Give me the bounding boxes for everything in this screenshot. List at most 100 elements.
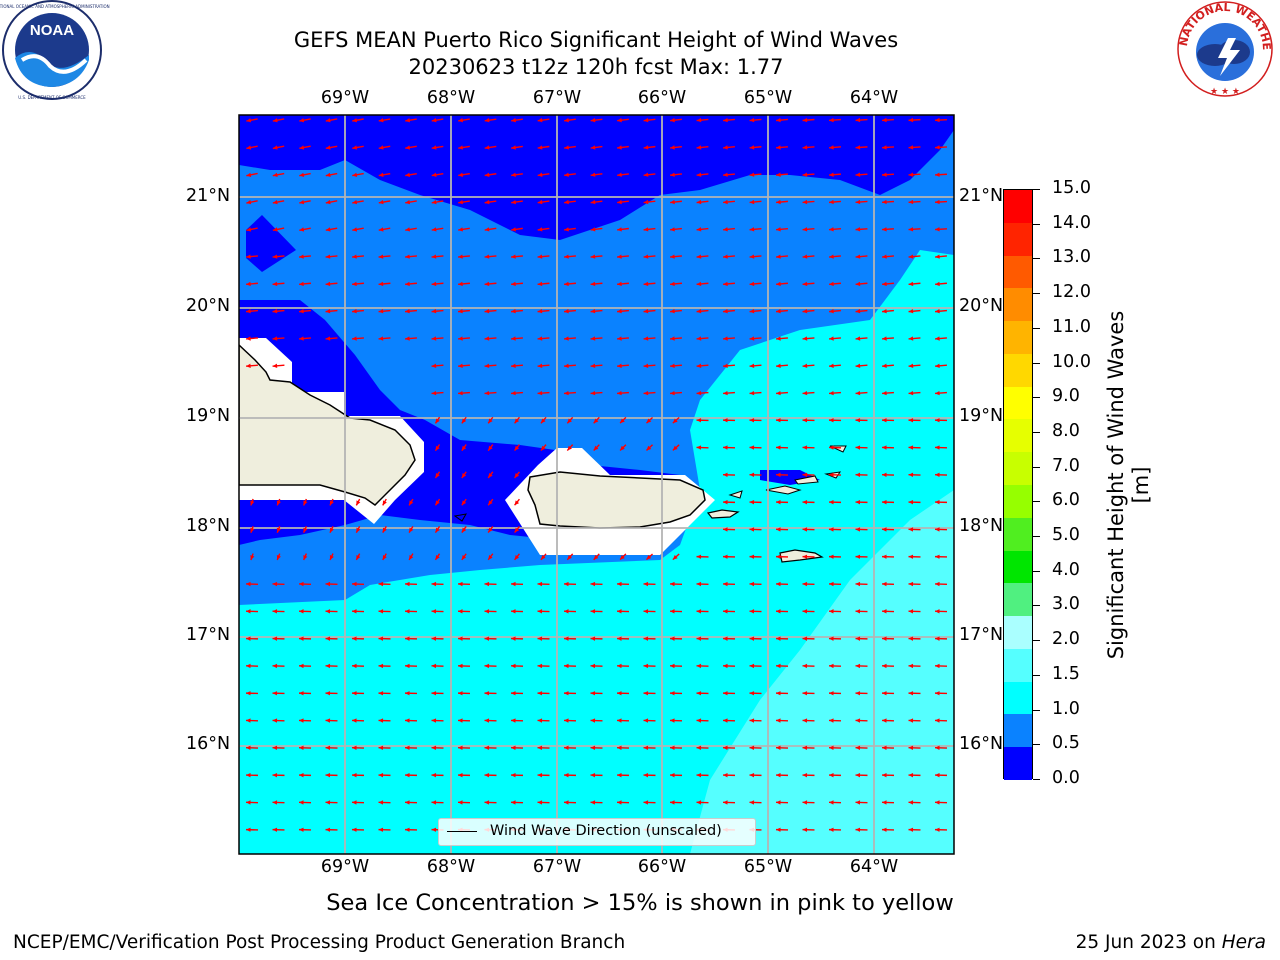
wave-direction-arrow <box>484 227 497 232</box>
wave-direction-arrow <box>434 498 441 506</box>
wave-direction-arrow <box>934 117 948 123</box>
wave-direction-arrow <box>723 199 735 205</box>
wave-direction-arrow <box>619 553 627 561</box>
wave-direction-arrow <box>431 199 444 205</box>
colorbar-tick-label: 10.0 <box>1052 351 1091 372</box>
wave-direction-arrow <box>881 581 895 587</box>
wave-direction-arrow <box>802 145 815 150</box>
wave-direction-arrow <box>590 691 603 696</box>
wave-direction-arrow <box>378 609 391 614</box>
wave-direction-arrow <box>749 390 762 396</box>
wave-direction-arrow <box>250 526 255 533</box>
wave-direction-arrow <box>643 227 656 232</box>
wave-direction-arrow <box>619 416 627 424</box>
wave-direction-arrow <box>829 309 841 314</box>
colorbar-tick-label: 8.0 <box>1052 420 1080 441</box>
wave-direction-arrow <box>382 498 387 506</box>
wave-direction-arrow <box>272 636 285 641</box>
wave-direction-arrow <box>404 609 418 614</box>
wave-direction-arrow <box>272 609 285 614</box>
wave-direction-arrow <box>590 745 603 751</box>
colorbar-tick-mark <box>1033 674 1040 676</box>
wave-direction-arrow <box>749 199 762 205</box>
wave-direction-arrow <box>616 636 630 641</box>
wave-direction-arrow <box>643 800 656 805</box>
wave-direction-arrow <box>378 336 391 341</box>
wave-direction-arrow <box>245 636 259 641</box>
wave-direction-arrow <box>484 718 497 723</box>
wave-direction-arrow <box>722 445 736 450</box>
wave-direction-arrow <box>511 309 523 314</box>
wave-direction-arrow <box>775 772 789 778</box>
wave-direction-arrow <box>405 254 417 259</box>
wave-direction-arrow <box>908 554 921 559</box>
colorbar-tick-mark <box>1033 189 1040 190</box>
lon-label-top-66: 66°W <box>637 88 687 108</box>
wave-direction-arrow <box>298 636 312 641</box>
wave-direction-arrow <box>457 663 471 669</box>
wave-direction-arrow <box>537 118 550 123</box>
lat-label-left-18: 18°N <box>186 516 231 536</box>
wave-direction-arrow <box>802 363 815 368</box>
wave-direction-arrow <box>908 281 921 287</box>
wave-direction-arrow <box>514 471 520 479</box>
wave-direction-arrow <box>881 554 895 559</box>
wave-direction-arrow <box>723 172 735 177</box>
wave-direction-arrow <box>404 636 418 641</box>
wave-direction-arrow <box>431 390 444 396</box>
wave-direction-arrow <box>484 636 497 641</box>
wave-direction-arrow <box>325 581 338 587</box>
wave-direction-arrow <box>431 772 444 778</box>
wave-direction-arrow <box>302 498 308 506</box>
wave-direction-arrow <box>299 172 311 177</box>
wave-direction-arrow <box>510 772 524 778</box>
wave-direction-arrow <box>245 663 259 669</box>
wave-direction-arrow <box>643 745 656 751</box>
colorbar-tick-label: 4.0 <box>1052 559 1080 580</box>
wave-direction-arrow <box>829 199 841 205</box>
wave-direction-arrow <box>855 472 868 478</box>
wave-direction-arrow <box>272 772 285 778</box>
wave-direction-arrow <box>670 281 682 287</box>
colorbar-tick-mark <box>1033 501 1040 503</box>
wave-direction-arrow <box>351 609 365 614</box>
wave-direction-arrow <box>828 418 842 423</box>
wave-direction-arrow <box>616 718 630 723</box>
lon-label-bottom-67: 67°W <box>532 857 582 877</box>
wave-direction-arrow <box>245 718 259 723</box>
wave-direction-arrow <box>351 581 365 587</box>
wave-direction-arrow <box>537 145 550 150</box>
wave-direction-arrow <box>722 499 736 505</box>
svg-text:★ ★ ★: ★ ★ ★ <box>1210 87 1240 97</box>
wave-direction-arrow <box>617 363 629 368</box>
colorbar-tick-mark <box>1033 709 1040 711</box>
wave-direction-arrow <box>537 663 550 669</box>
wave-direction-arrow <box>352 227 364 232</box>
wave-direction-arrow <box>749 636 762 641</box>
wave-direction-arrow <box>351 745 365 751</box>
wave-direction-arrow <box>934 636 948 641</box>
wave-direction-arrow <box>276 553 281 561</box>
wave-direction-arrow <box>564 227 576 232</box>
lat-label-left-20: 20°N <box>186 296 231 316</box>
colorbar-tick-label: 0.0 <box>1052 768 1080 788</box>
wave-direction-arrow <box>246 254 258 259</box>
colorbar-tick-label: 6.0 <box>1052 490 1080 511</box>
wave-direction-arrow <box>404 745 418 751</box>
wave-direction-arrow <box>563 745 577 751</box>
wave-direction-arrow <box>405 309 417 314</box>
wave-direction-arrow <box>510 745 524 751</box>
wave-direction-arrow <box>775 745 789 751</box>
wave-direction-arrow <box>749 281 762 287</box>
wave-direction-arrow <box>378 254 391 259</box>
wave-direction-arrow <box>351 827 365 832</box>
wave-direction-arrow <box>670 390 682 396</box>
wave-direction-arrow <box>934 499 948 505</box>
wave-direction-arrow <box>590 663 603 669</box>
wave-direction-arrow <box>616 800 630 805</box>
wave-direction-arrow <box>696 418 709 423</box>
wave-direction-arrow <box>272 309 285 314</box>
wave-direction-arrow <box>564 118 576 123</box>
wave-direction-arrow <box>378 581 391 587</box>
wave-direction-arrow <box>776 227 788 232</box>
